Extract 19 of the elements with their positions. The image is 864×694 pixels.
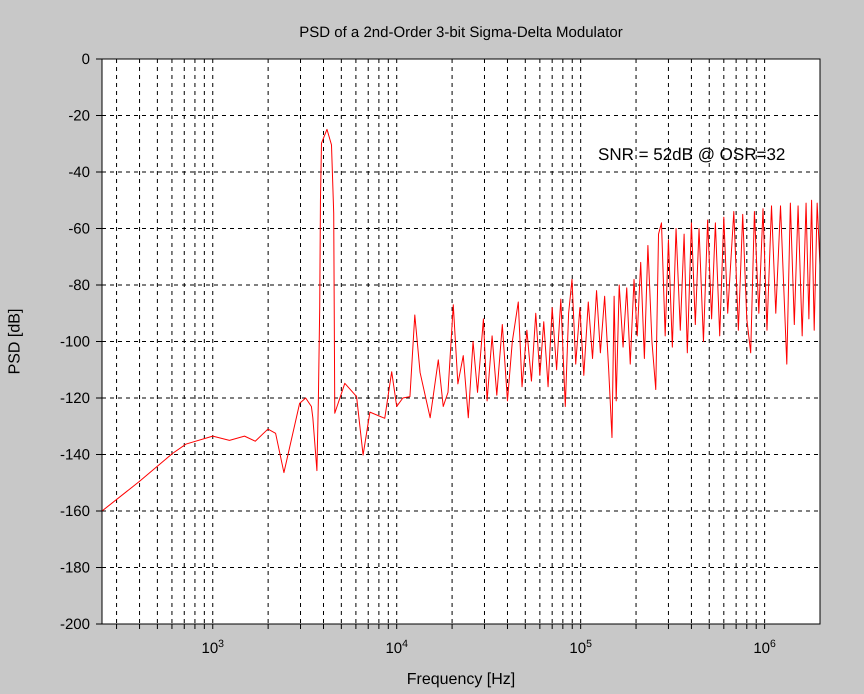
annotation: SNR = 52dB @ OSR=32: [598, 145, 786, 165]
y-tick-label: -140: [60, 446, 90, 464]
x-tick-label: 10$^{3}$: [201, 638, 224, 657]
y-tick-label: -180: [60, 560, 90, 576]
x-tick-label: 10$^{4}$: [385, 638, 408, 657]
y-tick-label: -80: [68, 277, 90, 294]
y-axis-title: PSD [dB]: [6, 308, 24, 374]
chart-title: PSD of a 2nd-Order 3-bit Sigma-Delta Modulator: [298, 24, 624, 41]
y-tick-label: -40: [68, 164, 90, 181]
x-tick-label: 10$^{5}$: [569, 638, 592, 657]
y-tick-label: -120: [60, 390, 90, 407]
y-tick-label: -60: [68, 220, 90, 238]
x-axis-title: Frequency [Hz]: [406, 671, 516, 688]
x-tick-label: 10$^{6}$: [753, 638, 776, 657]
y-tick-label: -20: [68, 108, 90, 124]
y-tick-label: -200: [60, 616, 90, 633]
y-tick-label: -100: [60, 334, 90, 350]
y-tick-label: 0: [82, 51, 90, 68]
y-tick-label: -160: [60, 503, 90, 520]
